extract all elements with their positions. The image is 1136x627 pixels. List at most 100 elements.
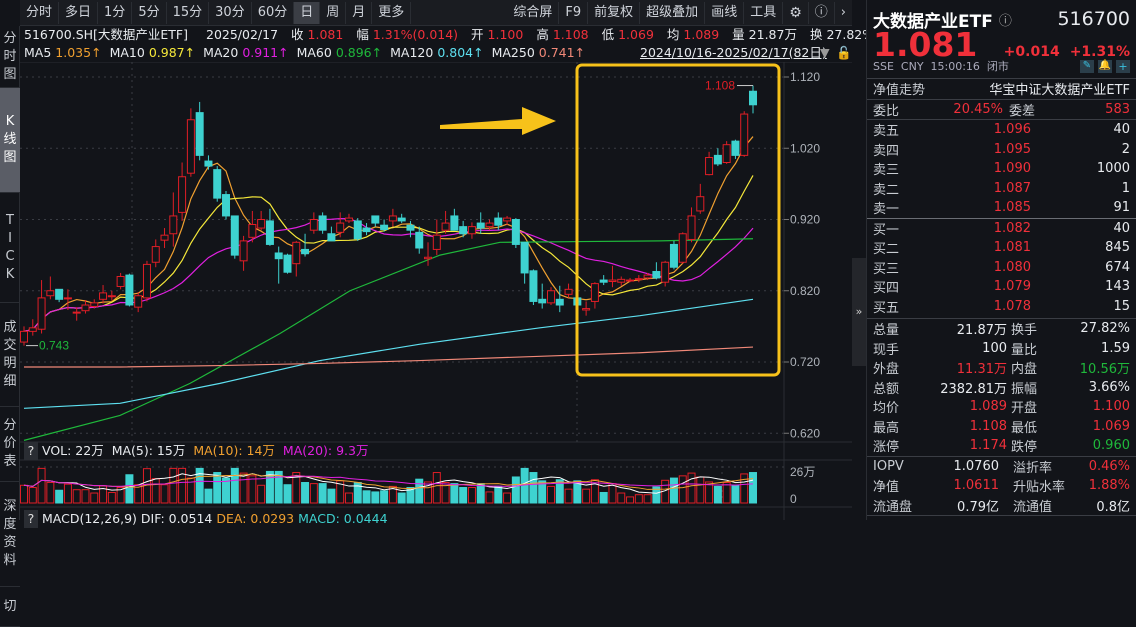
dropdown-triangle-icon[interactable]: ▼ — [820, 45, 830, 60]
last-price: 1.081 — [873, 25, 978, 64]
bid-level-row[interactable]: 买四 1.079 143 — [867, 277, 1136, 297]
volume-bar — [696, 476, 705, 504]
side-tab-6[interactable]: 切 — [0, 587, 20, 627]
stat-row: 总额 2382.81万 振幅 3.66% — [867, 378, 1136, 398]
candle-body — [195, 112, 204, 156]
candle-body — [222, 194, 231, 217]
candle-body — [432, 234, 441, 250]
side-tab-char: 料 — [3, 553, 17, 568]
volume-bar — [538, 480, 547, 504]
side-tab-3[interactable]: 成交明细 — [0, 303, 20, 407]
help-icon[interactable]: ⓘ — [809, 1, 835, 24]
ma-legend: MA5 1.035↑ MA10 0.987↑ MA20 0.911↑ MA60 0.896↑ M… — [24, 44, 852, 62]
period-tab-4[interactable]: 15分 — [167, 1, 210, 24]
stat-value: 11.31万 — [956, 362, 1007, 378]
weicha-value: 583 — [1105, 101, 1130, 117]
toolbar-button-5[interactable]: 工具 — [744, 1, 784, 24]
period-tab-3[interactable]: 5分 — [132, 1, 167, 24]
period-tab-0[interactable]: 分时 — [20, 1, 60, 24]
candle-body — [309, 219, 318, 231]
toolbar-button-3[interactable]: 超级叠加 — [640, 1, 706, 24]
volume-bar — [494, 485, 503, 504]
period-tab-1[interactable]: 多日 — [59, 1, 99, 24]
period-tab-7[interactable]: 日 — [294, 1, 321, 24]
chevron-right-icon[interactable]: › — [840, 4, 846, 20]
bid-level-row[interactable]: 买二 1.081 845 — [867, 238, 1136, 258]
ma-value: 1.035↑ — [55, 45, 102, 60]
period-tab-8[interactable]: 周 — [320, 1, 347, 24]
volume-bar — [643, 494, 652, 504]
candle-body — [81, 304, 90, 312]
add-icon[interactable]: + — [1116, 59, 1130, 73]
candle-body — [582, 308, 591, 311]
edit-icon[interactable]: ✎ — [1080, 59, 1094, 73]
level-price: 1.081 — [993, 240, 1031, 256]
side-tab-0[interactable]: 分时图 — [0, 26, 20, 88]
volume-bar — [90, 492, 99, 504]
bid-level-row[interactable]: 买一 1.082 40 — [867, 219, 1136, 239]
stat-label: 升贴水率 — [1013, 480, 1066, 496]
volume-bar — [459, 486, 468, 504]
volume-bar — [669, 477, 678, 504]
ma20-line — [23, 218, 754, 332]
low-value: 1.069 — [618, 27, 654, 42]
ask-level-row[interactable]: 卖五 1.096 40 — [867, 120, 1136, 140]
volume-bar — [634, 494, 643, 504]
stat-label: 最低 — [1011, 420, 1038, 436]
stat-label: 均价 — [873, 401, 900, 417]
open-value: 1.100 — [487, 27, 524, 42]
ask-level-row[interactable]: 卖二 1.087 1 — [867, 179, 1136, 199]
candle-body — [441, 222, 450, 231]
candle-body — [336, 222, 345, 233]
tool-buttons: 综合屏 F9 前复权 超级叠加 画线 工具 — [507, 1, 784, 24]
period-tab-2[interactable]: 1分 — [98, 1, 133, 24]
alert-bell-icon[interactable]: 🔔 — [1098, 59, 1112, 73]
period-tab-6[interactable]: 60分 — [252, 1, 295, 24]
lock-icon[interactable]: 🔓 — [836, 45, 852, 60]
collapse-panel-button[interactable]: » — [852, 258, 866, 366]
close-label: 收 — [291, 27, 304, 42]
toolbar-button-0[interactable]: 综合屏 — [507, 1, 560, 24]
candle-body — [99, 292, 108, 300]
bid-level-row[interactable]: 买三 1.080 674 — [867, 258, 1136, 278]
info-icon[interactable]: ⓘ — [998, 13, 1012, 29]
level-label: 卖二 — [873, 182, 900, 198]
side-tab-4[interactable]: 分价表 — [0, 407, 20, 482]
volume-bar — [72, 489, 81, 504]
period-tab-9[interactable]: 月 — [346, 1, 373, 24]
period-tab-10[interactable]: 更多 — [372, 1, 412, 24]
bid-level-row[interactable]: 买五 1.078 15 — [867, 297, 1136, 317]
ask-level-row[interactable]: 卖一 1.085 91 — [867, 198, 1136, 218]
ask-level-row[interactable]: 卖三 1.090 1000 — [867, 159, 1136, 179]
volume-bar — [160, 484, 169, 504]
kline-chart[interactable]: 1.120 1.020 0.920 0.820 0.720 0.620 26万 0 1.108 0… — [20, 62, 852, 520]
high-value: 1.108 — [552, 27, 589, 42]
level-volume: 40 — [1113, 122, 1130, 138]
volume-bar — [503, 492, 512, 504]
stat-value: 0.8亿 — [1096, 499, 1130, 515]
period-tab-5[interactable]: 30分 — [209, 1, 252, 24]
volume-bar — [230, 467, 239, 504]
level-price: 1.096 — [993, 122, 1031, 138]
toolbar-button-2[interactable]: 前复权 — [588, 1, 641, 24]
side-tab-5[interactable]: 深度资料 — [0, 482, 20, 587]
date-range-link[interactable]: 2024/10/16-2025/02/17(82日) — [640, 45, 827, 60]
nav-trend-row[interactable]: 净值走势 华宝中证大数据产业ETF — [867, 79, 1136, 99]
ma-label: MA10 — [109, 45, 145, 60]
volume-bar — [248, 475, 257, 504]
volume-bar — [573, 480, 582, 504]
level-label: 买三 — [873, 261, 900, 277]
toolbar-button-1[interactable]: F9 — [559, 1, 589, 24]
level-label: 卖五 — [873, 124, 900, 140]
volume-help-button[interactable]: ? — [24, 442, 38, 460]
ma-label: MA20 — [203, 45, 239, 60]
ma-label: MA60 — [296, 45, 332, 60]
level-label: 卖一 — [873, 202, 900, 218]
toolbar-button-4[interactable]: 画线 — [705, 1, 745, 24]
macd-help-button[interactable]: ? — [24, 510, 38, 528]
ask-level-row[interactable]: 卖四 1.095 2 — [867, 140, 1136, 160]
bid-levels: 买一 1.082 40 买二 1.081 845 买三 1.080 674 买四 1.079 143 买… — [867, 219, 1136, 317]
gear-icon[interactable]: ⚙ — [783, 1, 809, 24]
